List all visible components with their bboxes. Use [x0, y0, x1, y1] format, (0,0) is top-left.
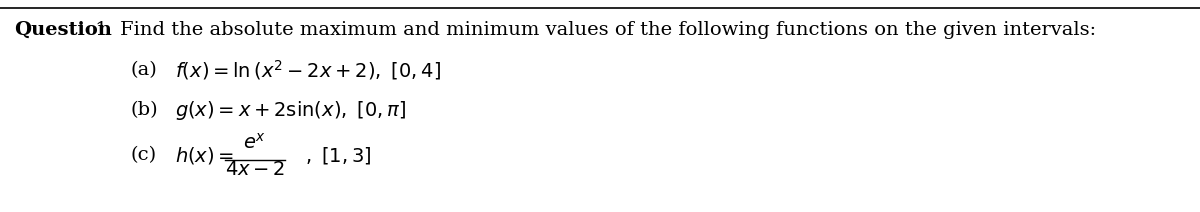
Text: (c): (c)	[130, 146, 156, 164]
Text: 1  Find the absolute maximum and minimum values of the following functions on th: 1 Find the absolute maximum and minimum …	[89, 21, 1096, 39]
Text: $4x-2$: $4x-2$	[224, 161, 286, 179]
Text: $g(x) = x + 2\sin(x),\ [0,\pi]$: $g(x) = x + 2\sin(x),\ [0,\pi]$	[175, 99, 407, 121]
Text: $e^x$: $e^x$	[244, 133, 266, 153]
Text: $h(x){=}$: $h(x){=}$	[175, 145, 234, 166]
Text: (a): (a)	[130, 61, 157, 79]
Text: $,\ [1,3]$: $,\ [1,3]$	[305, 145, 372, 166]
Text: Question: Question	[14, 21, 112, 39]
Text: (b): (b)	[130, 101, 157, 119]
Text: $f(x) = \ln\left(x^2 - 2x + 2\right),\ [0,4]$: $f(x) = \ln\left(x^2 - 2x + 2\right),\ […	[175, 58, 442, 82]
